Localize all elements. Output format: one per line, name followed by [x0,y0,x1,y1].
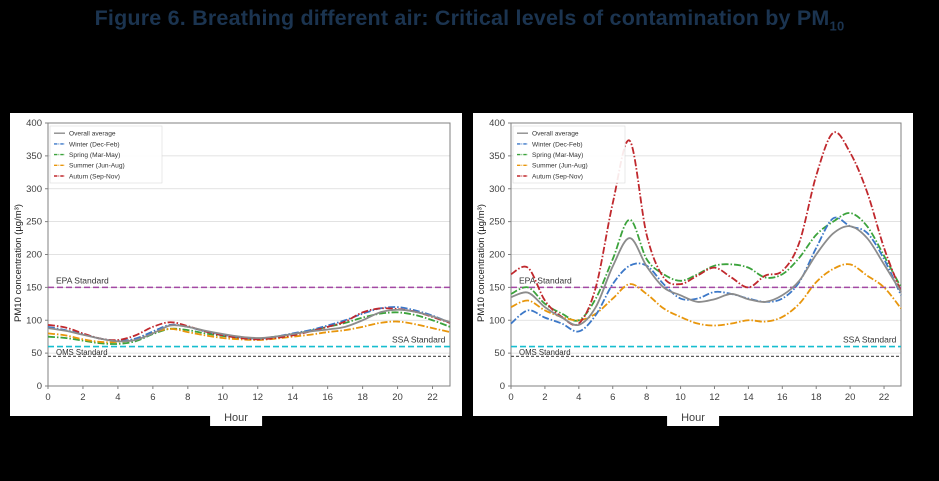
svg-text:150: 150 [489,282,505,293]
svg-text:6: 6 [610,392,615,403]
svg-text:Winter (Dec-Feb): Winter (Dec-Feb) [532,141,583,148]
svg-text:10: 10 [675,392,686,403]
svg-text:EPA Standard: EPA Standard [519,275,572,285]
svg-text:Summer (Jun-Aug): Summer (Jun-Aug) [69,163,125,170]
svg-text:12: 12 [709,392,720,403]
svg-text:8: 8 [644,392,649,403]
svg-text:50: 50 [31,348,42,359]
svg-text:250: 250 [489,217,505,228]
svg-text:22: 22 [879,392,890,403]
svg-text:100: 100 [489,315,505,326]
svg-text:Spring (Mar-May): Spring (Mar-May) [532,152,583,159]
svg-text:18: 18 [811,392,822,403]
svg-text:Autum (Sep-Nov): Autum (Sep-Nov) [532,173,583,180]
svg-text:200: 200 [489,250,505,261]
svg-text:EPA Standard: EPA Standard [56,275,109,285]
svg-text:14: 14 [743,392,754,403]
svg-text:50: 50 [494,348,505,359]
svg-text:6: 6 [150,392,155,403]
svg-text:8: 8 [185,392,190,403]
svg-text:100: 100 [26,315,42,326]
svg-text:SSA Standard: SSA Standard [843,335,897,345]
svg-text:Summer (Jun-Aug): Summer (Jun-Aug) [532,163,588,170]
svg-text:22: 22 [427,392,438,403]
svg-text:Winter (Dec-Feb): Winter (Dec-Feb) [69,141,120,148]
svg-text:4: 4 [115,392,120,403]
svg-text:350: 350 [489,151,505,162]
svg-text:OMS Standard: OMS Standard [56,348,108,357]
svg-text:0: 0 [508,392,513,403]
svg-text:Overall average: Overall average [69,131,116,138]
svg-text:SSA Standard: SSA Standard [392,335,446,345]
svg-text:400: 400 [489,118,505,129]
svg-text:400: 400 [26,118,42,129]
svg-text:Autum (Sep-Nov): Autum (Sep-Nov) [69,173,120,180]
svg-text:150: 150 [26,282,42,293]
svg-text:20: 20 [845,392,856,403]
svg-text:14: 14 [287,392,298,403]
svg-text:18: 18 [357,392,368,403]
svg-text:300: 300 [26,184,42,195]
svg-text:12: 12 [252,392,263,403]
svg-text:4: 4 [576,392,581,403]
svg-text:350: 350 [26,151,42,162]
svg-text:20: 20 [392,392,403,403]
svg-text:OMS Standard: OMS Standard [519,348,571,357]
svg-text:2: 2 [542,392,547,403]
svg-text:300: 300 [489,184,505,195]
svg-text:250: 250 [26,217,42,228]
svg-text:16: 16 [777,392,788,403]
svg-text:0: 0 [37,381,42,392]
svg-text:16: 16 [322,392,333,403]
svg-text:0: 0 [500,381,505,392]
svg-text:10: 10 [217,392,228,403]
svg-text:2: 2 [80,392,85,403]
svg-text:Spring (Mar-May): Spring (Mar-May) [69,152,120,159]
svg-text:200: 200 [26,250,42,261]
svg-text:0: 0 [45,392,50,403]
svg-text:Overall average: Overall average [532,131,579,138]
